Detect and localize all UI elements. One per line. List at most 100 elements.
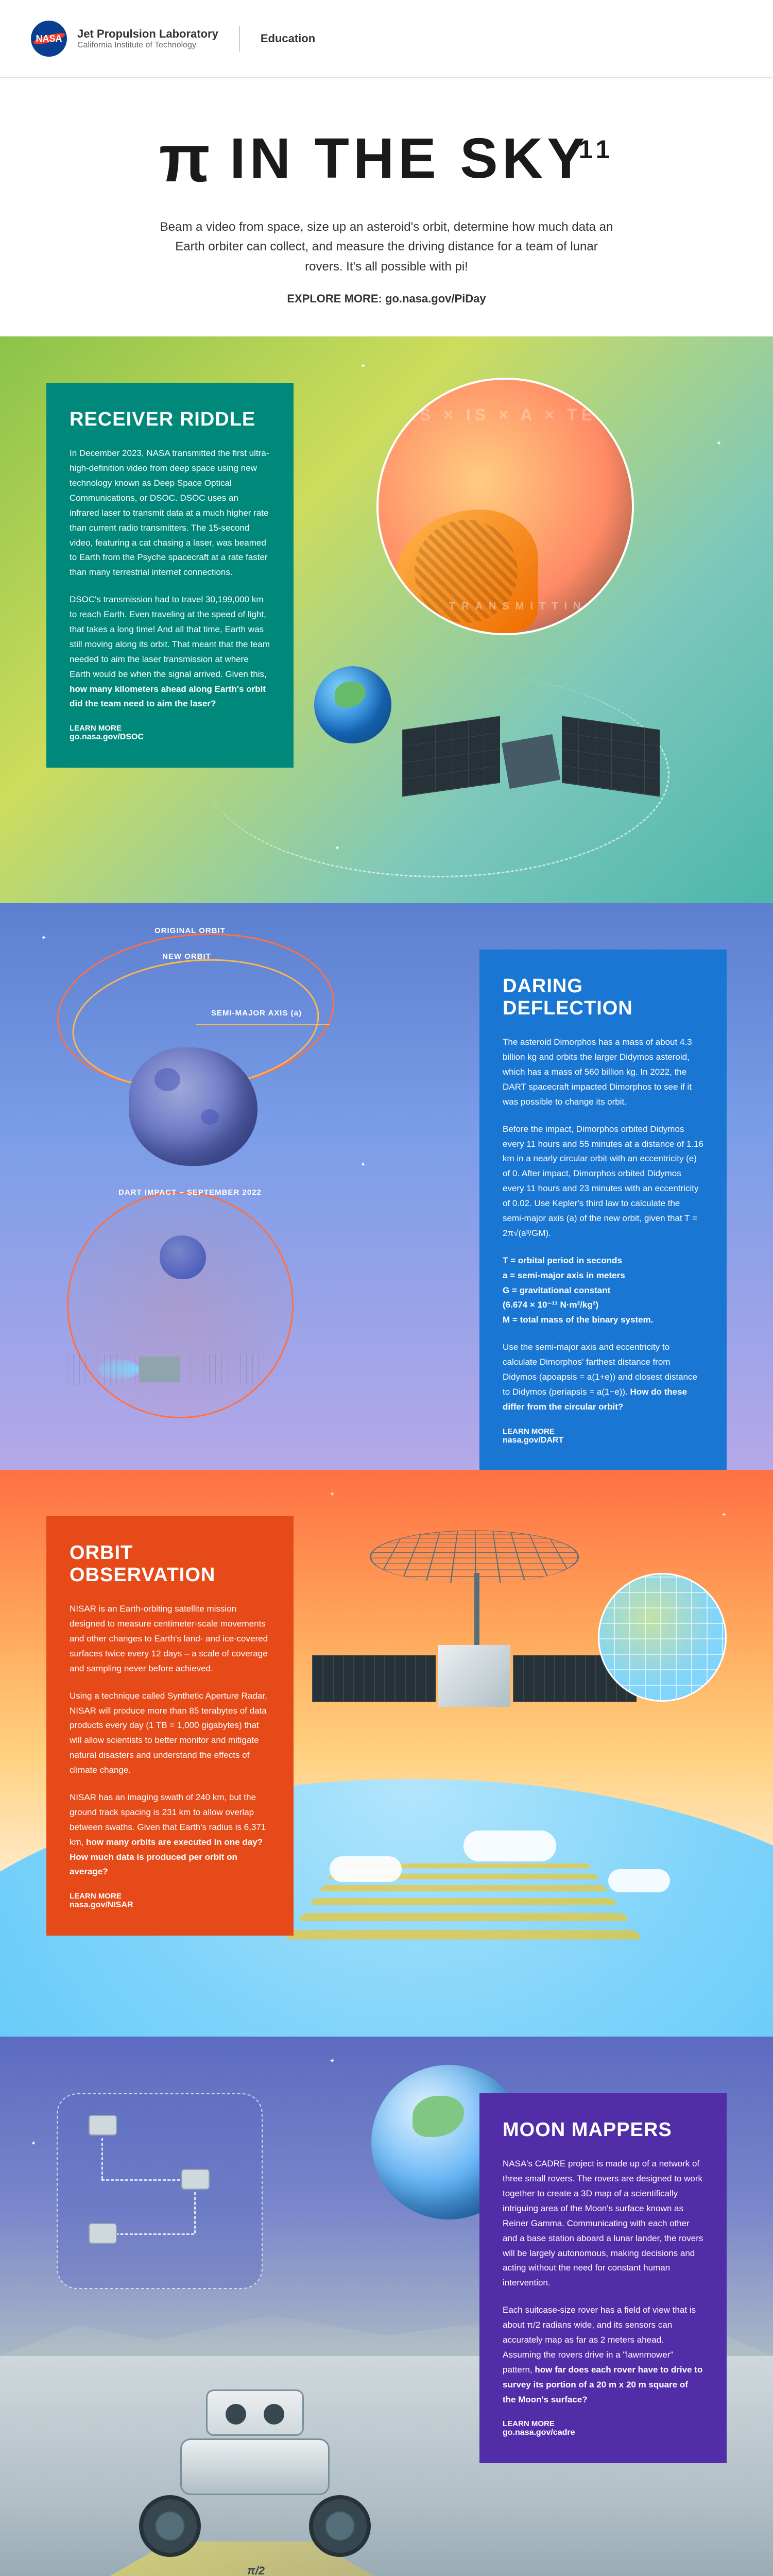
path-segment <box>101 2138 103 2179</box>
para-2-text: Each suitcase-size rover has a field of … <box>503 2305 696 2375</box>
pi-half-label: π/2 <box>247 2564 265 2576</box>
dart-panel-left <box>67 1354 139 1385</box>
explore-label: EXPLORE MORE: <box>287 292 382 305</box>
jpl-label-block: Jet Propulsion Laboratory California Ins… <box>77 27 218 50</box>
semi-major-axis-line <box>196 1024 330 1025</box>
para-2: Before the impact, Dimorphos orbited Did… <box>503 1122 703 1241</box>
para-1: The asteroid Dimorphos has a mass of abo… <box>503 1035 703 1109</box>
sensor-eye-left <box>226 2404 246 2425</box>
cloud-icon <box>608 1869 670 1892</box>
lawnmower-pattern <box>78 2115 241 2267</box>
site-header: NASA Jet Propulsion Laboratory Californi… <box>0 0 773 78</box>
learn-more-label: LEARN MORE <box>70 1892 270 1901</box>
star-icon: ✦ <box>330 2057 335 2064</box>
dart-spacecraft <box>67 1341 263 1393</box>
section-orbit-observation: ✦ ✦ ORBIT OBSERVATION NISAR is an Earth-… <box>0 1470 773 2037</box>
para-1: NASA's CADRE project is made up of a net… <box>503 2157 703 2291</box>
para-2: DSOC's transmission had to travel 30,199… <box>70 592 270 711</box>
section-title: ORBIT OBSERVATION <box>70 1542 270 1586</box>
path-segment <box>194 2192 196 2233</box>
dart-panel-right <box>191 1354 263 1385</box>
cloud-icon <box>463 1831 556 1861</box>
info-box-deflection: DARING DEFLECTION The asteroid Dimorphos… <box>479 950 727 1470</box>
header-divider <box>239 26 240 52</box>
learn-more-url: nasa.gov/NISAR <box>70 1901 270 1910</box>
star-icon: ✦ <box>31 2140 36 2147</box>
para-1: In December 2023, NASA transmitted the f… <box>70 446 270 580</box>
mini-rover-icon <box>89 2223 117 2244</box>
learn-more-url: nasa.gov/DART <box>503 1436 703 1445</box>
learn-more-url: go.nasa.gov/DSOC <box>70 733 270 742</box>
star-icon: ✦ <box>360 1161 366 1168</box>
para-1: NISAR is an Earth-orbiting satellite mis… <box>70 1602 270 1676</box>
cat-illustration <box>394 510 538 633</box>
nisar-body <box>438 1645 510 1707</box>
section-daring-deflection: ✦ ✦ ORIGINAL ORBIT NEW ORBIT SEMI-MAJOR … <box>0 903 773 1470</box>
path-segment <box>101 2179 194 2181</box>
section-title: DARING DEFLECTION <box>503 975 703 1020</box>
thought-bubble-plan <box>57 2093 263 2289</box>
psyche-spacecraft <box>402 707 660 810</box>
para-2: Using a technique called Synthetic Apert… <box>70 1689 270 1778</box>
title-section: π IN THE SKY11 Beam a video from space, … <box>0 78 773 336</box>
learn-more-label: LEARN MORE <box>503 2419 703 2428</box>
rover-sensor-head <box>206 2389 304 2436</box>
mini-rover-icon <box>89 2115 117 2136</box>
explore-more: EXPLORE MORE: go.nasa.gov/PiDay <box>31 292 742 306</box>
cloud-icon <box>330 1856 402 1882</box>
main-title: π IN THE SKY11 <box>31 120 742 197</box>
section-title: MOON MAPPERS <box>503 2119 703 2141</box>
learn-more-label: LEARN MORE <box>70 724 270 733</box>
title-text: IN THE SKY11 <box>230 126 614 191</box>
star-icon: ✦ <box>716 439 722 447</box>
rover-chassis <box>180 2438 330 2495</box>
section-moon-mappers: ✦ ✦ π/2 2 m MOON MAPPERS NASA's CADRE pr… <box>0 2037 773 2576</box>
section-title: RECEIVER RIDDLE <box>70 409 270 431</box>
star-icon: ✦ <box>330 1490 335 1498</box>
globe-gridlines <box>599 1574 725 1700</box>
rover-wheel-left <box>139 2495 201 2557</box>
nasa-logo-text: NASA <box>36 33 62 44</box>
solar-panel-right <box>562 716 660 797</box>
section-receiver-riddle: ✦ ✦ ✦ RECEIVER RIDDLE In December 2023, … <box>0 336 773 903</box>
earth-icon <box>314 666 391 743</box>
question: how many orbits are executed in one day?… <box>70 1837 263 1877</box>
nisar-mast <box>474 1573 479 1650</box>
nasa-logo-group: NASA Jet Propulsion Laboratory Californi… <box>31 21 218 57</box>
cadre-rover <box>139 2392 371 2557</box>
nasa-meatball-logo: NASA <box>31 21 67 57</box>
title-superscript: 11 <box>578 135 614 164</box>
explore-url: go.nasa.gov/PiDay <box>385 292 486 305</box>
subtitle: Beam a video from space, size up an aste… <box>155 217 619 277</box>
dart-body <box>139 1357 180 1382</box>
jpl-name: Jet Propulsion Laboratory <box>77 27 218 41</box>
rover-wheel-right <box>309 2495 371 2557</box>
question: how many kilometers ahead along Earth's … <box>70 684 266 709</box>
solar-panel-left <box>402 716 500 797</box>
spacecraft-body <box>502 734 560 789</box>
overlay-text-bottom: TRANSMITTING <box>449 601 601 613</box>
sensor-eye-right <box>264 2404 284 2425</box>
learn-more-label: LEARN MORE <box>503 1427 703 1436</box>
label-dart-impact: DART IMPACT – SEPTEMBER 2022 <box>118 1188 262 1197</box>
star-icon: ✦ <box>722 1511 727 1518</box>
label-new-orbit: NEW ORBIT <box>162 952 211 961</box>
learn-more-url: go.nasa.gov/cadre <box>503 2428 703 2437</box>
star-icon: ✦ <box>360 362 366 369</box>
para-2-text: DSOC's transmission had to travel 30,199… <box>70 595 270 679</box>
education-label: Education <box>261 32 315 45</box>
overlay-text-top: IS × IS × A × TES <box>411 405 611 425</box>
nisar-antenna <box>350 1531 599 1584</box>
para-2: Each suitcase-size rover has a field of … <box>503 2303 703 2407</box>
nisar-panel-left <box>312 1655 436 1702</box>
dimorphos-asteroid <box>160 1235 206 1279</box>
star-icon: ✦ <box>41 934 46 941</box>
label-semi-major: SEMI-MAJOR AXIS (a) <box>211 1009 302 1018</box>
info-box-moon: MOON MAPPERS NASA's CADRE project is mad… <box>479 2093 727 2463</box>
cat-video-circle: IS × IS × A × TES TRANSMITTING <box>376 378 634 635</box>
para-3: Use the semi-major axis and eccentricity… <box>503 1340 703 1414</box>
pi-symbol: π <box>159 120 215 197</box>
title-words: IN THE SKY <box>230 127 589 190</box>
caltech-name: California Institute of Technology <box>77 41 218 50</box>
globe-icon <box>598 1573 727 1702</box>
